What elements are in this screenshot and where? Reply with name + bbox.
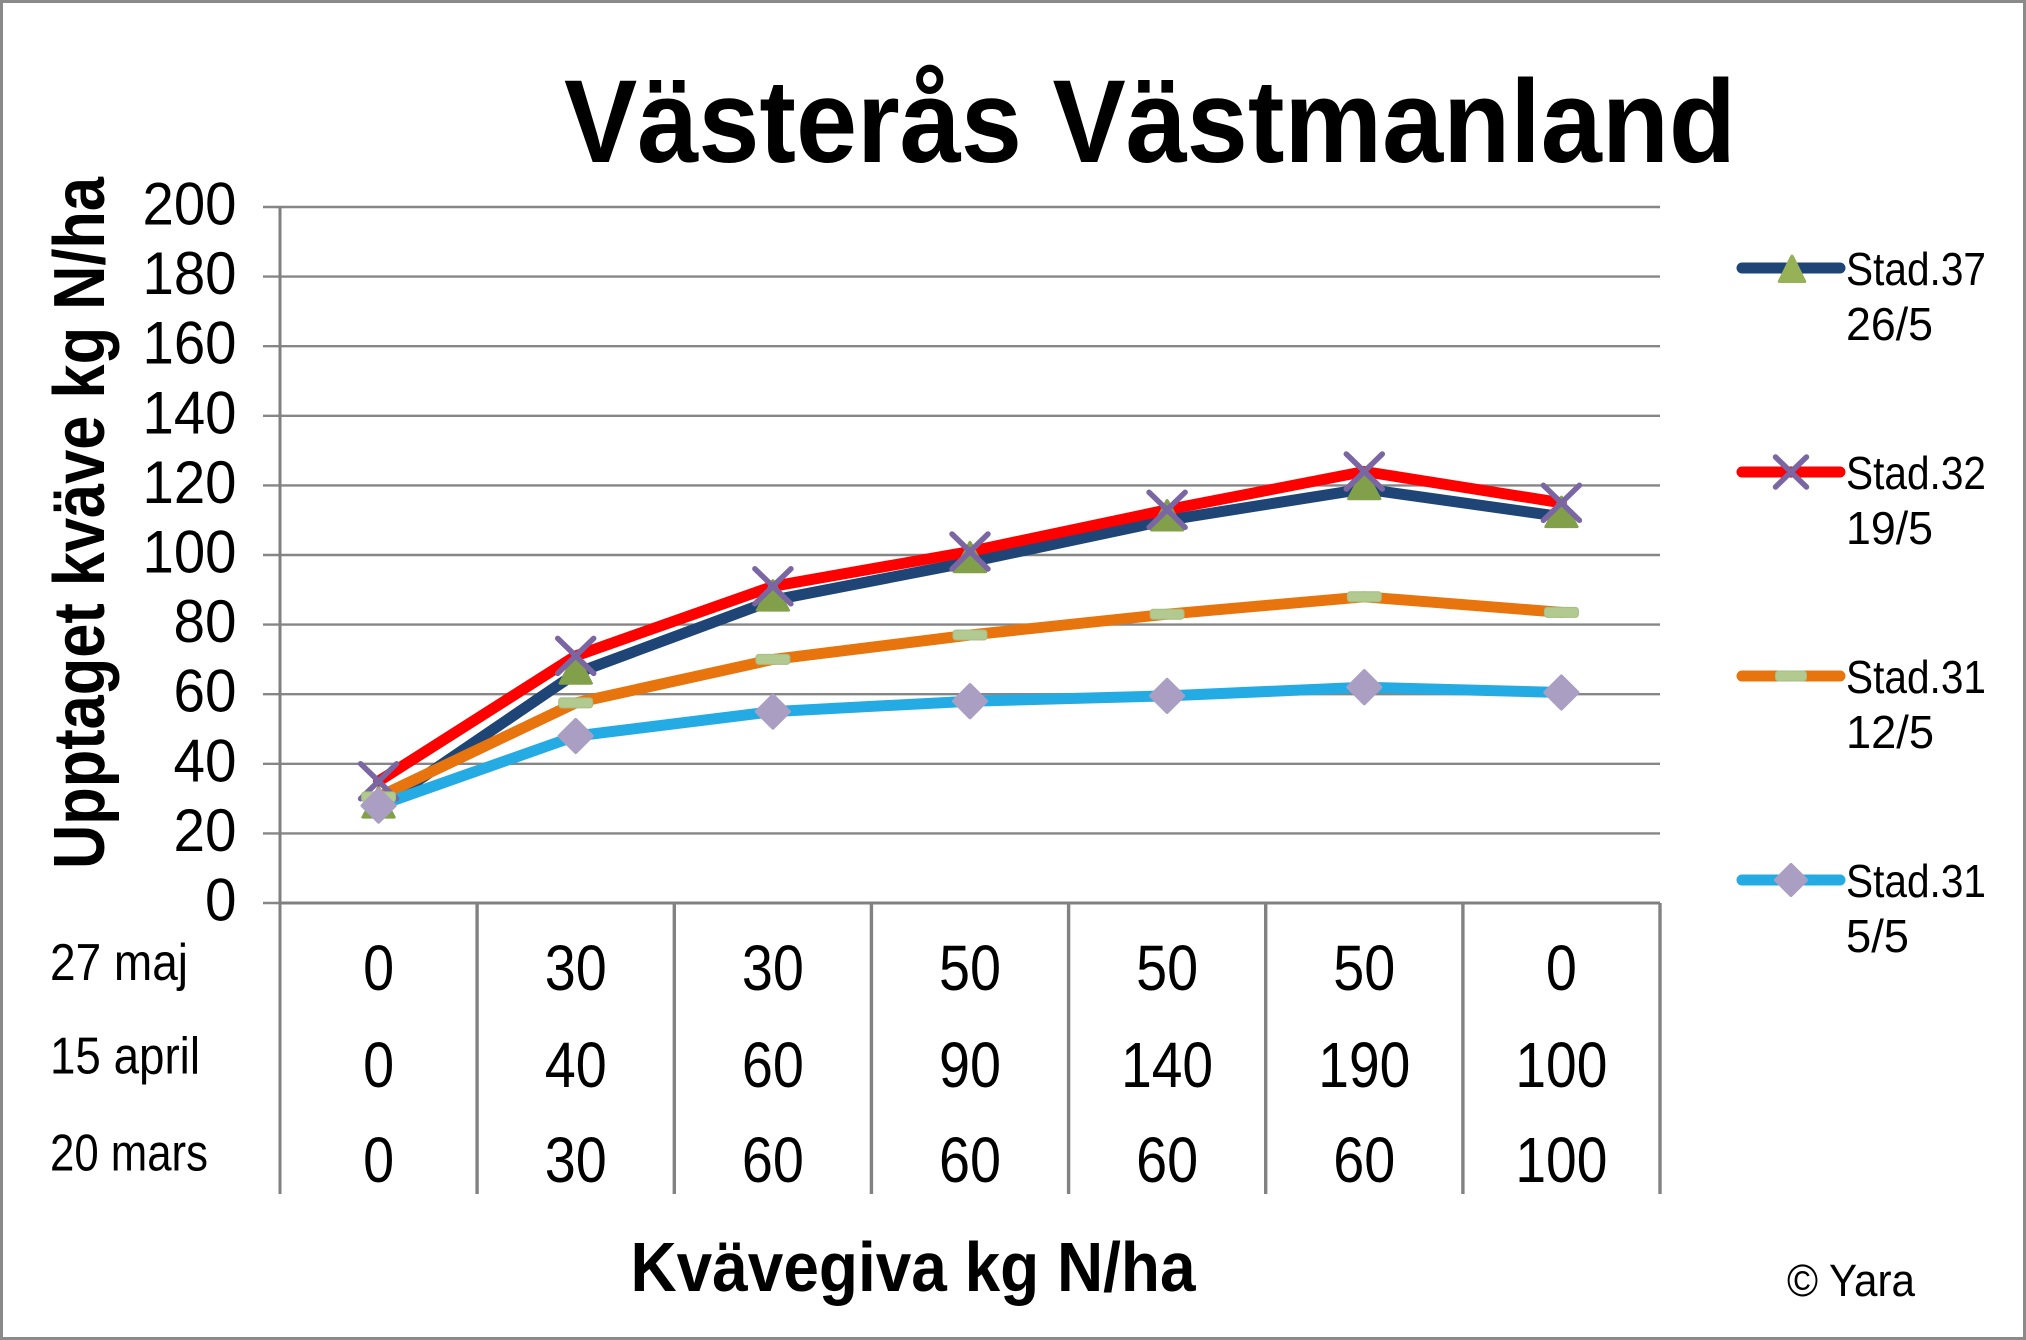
svg-text:180: 180 [143, 240, 237, 307]
svg-text:19/5: 19/5 [1846, 502, 1933, 554]
svg-text:0: 0 [363, 932, 394, 1004]
svg-text:30: 30 [545, 1124, 607, 1196]
svg-text:0: 0 [205, 867, 237, 934]
svg-text:Stad.37: Stad.37 [1846, 243, 1986, 295]
svg-text:40: 40 [545, 1029, 607, 1101]
svg-text:160: 160 [143, 310, 237, 377]
svg-text:Kvävegiva kg N/ha: Kvävegiva kg N/ha [631, 1228, 1197, 1306]
svg-text:20: 20 [174, 797, 237, 864]
svg-text:12/5: 12/5 [1846, 706, 1934, 758]
svg-text:100: 100 [143, 519, 237, 586]
svg-text:120: 120 [143, 449, 237, 516]
svg-text:50: 50 [939, 932, 1001, 1004]
svg-text:100: 100 [1515, 1029, 1607, 1101]
svg-text:26/5: 26/5 [1846, 298, 1933, 350]
svg-text:190: 190 [1318, 1029, 1410, 1101]
svg-text:90: 90 [939, 1029, 1001, 1101]
svg-text:Stad.32: Stad.32 [1846, 447, 1986, 499]
svg-text:5/5: 5/5 [1846, 910, 1909, 962]
svg-text:40: 40 [174, 727, 237, 794]
svg-text:140: 140 [143, 379, 237, 446]
svg-text:20 mars: 20 mars [50, 1125, 208, 1183]
svg-text:60: 60 [939, 1124, 1001, 1196]
svg-text:50: 50 [1333, 932, 1395, 1004]
svg-text:60: 60 [742, 1029, 804, 1101]
svg-text:30: 30 [742, 932, 804, 1004]
svg-text:0: 0 [363, 1029, 394, 1101]
svg-text:0: 0 [1546, 932, 1577, 1004]
svg-text:Stad.31: Stad.31 [1846, 651, 1986, 703]
svg-text:200: 200 [143, 171, 237, 238]
svg-text:Upptaget kväve kg N/ha: Upptaget kväve kg N/ha [40, 176, 120, 869]
svg-text:140: 140 [1121, 1029, 1213, 1101]
svg-text:60: 60 [174, 658, 237, 725]
svg-text:0: 0 [363, 1124, 394, 1196]
svg-text:50: 50 [1136, 932, 1198, 1004]
svg-text:60: 60 [1136, 1124, 1198, 1196]
svg-text:30: 30 [545, 932, 607, 1004]
svg-text:Västerås Västmanland: Västerås Västmanland [564, 56, 1736, 188]
svg-text:27 maj: 27 maj [50, 934, 188, 992]
svg-text:60: 60 [742, 1124, 804, 1196]
svg-text:60: 60 [1333, 1124, 1395, 1196]
svg-text:Stad.31: Stad.31 [1846, 855, 1986, 907]
svg-text:15 april: 15 april [50, 1028, 200, 1086]
svg-text:100: 100 [1515, 1124, 1607, 1196]
svg-text:80: 80 [174, 588, 237, 655]
svg-text:© Yara: © Yara [1787, 1255, 1916, 1306]
